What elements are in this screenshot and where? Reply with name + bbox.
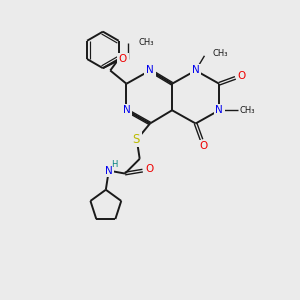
Text: N: N (192, 65, 200, 76)
Text: N: N (215, 105, 223, 115)
Text: N: N (123, 105, 130, 115)
Text: S: S (133, 133, 140, 146)
Text: CH₃: CH₃ (240, 106, 255, 115)
Text: CH₃: CH₃ (138, 38, 154, 47)
Text: O: O (119, 54, 127, 64)
Text: CH₃: CH₃ (213, 49, 228, 58)
Text: O: O (238, 71, 246, 81)
Text: O: O (145, 164, 153, 174)
Text: N: N (146, 65, 154, 76)
Text: O: O (199, 141, 207, 151)
Text: H: H (112, 160, 118, 169)
Text: N: N (105, 166, 113, 176)
